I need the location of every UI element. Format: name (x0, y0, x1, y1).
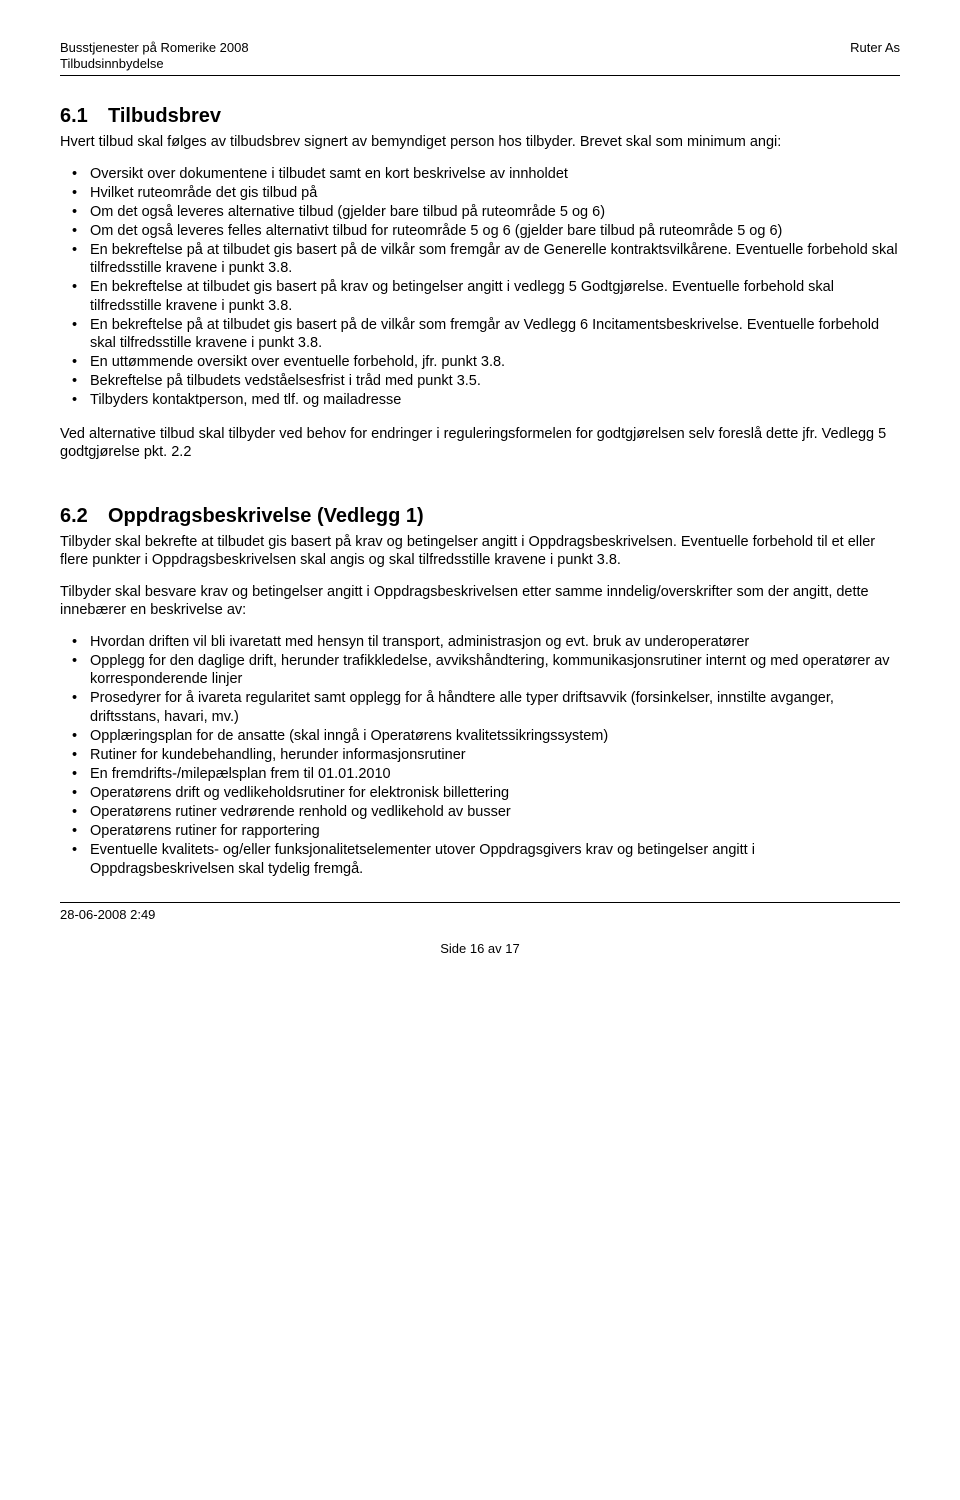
section-6-2-para1: Tilbyder skal bekrefte at tilbudet gis b… (60, 533, 900, 569)
list-item: Rutiner for kundebehandling, herunder in… (60, 746, 900, 764)
list-item: Hvilket ruteområde det gis tilbud på (60, 184, 900, 202)
section-number: 6.1 (60, 104, 108, 129)
list-item: Operatørens rutiner for rapportering (60, 822, 900, 840)
list-item: Hvordan driften vil bli ivaretatt med he… (60, 633, 900, 651)
header-left-line1: Busstjenester på Romerike 2008 (60, 40, 249, 56)
list-item: Eventuelle kvalitets- og/eller funksjona… (60, 841, 900, 877)
list-item: Prosedyrer for å ivareta regularitet sam… (60, 689, 900, 725)
header-right: Ruter As (850, 40, 900, 73)
list-item: Opplegg for den daglige drift, herunder … (60, 652, 900, 688)
list-item: Om det også leveres felles alternativt t… (60, 222, 900, 240)
header-left-line2: Tilbudsinnbydelse (60, 56, 249, 72)
list-item: En bekreftelse på at tilbudet gis basert… (60, 316, 900, 352)
page-number: Side 16 av 17 (60, 941, 900, 957)
list-item: En bekreftelse på at tilbudet gis basert… (60, 241, 900, 277)
list-item: Bekreftelse på tilbudets vedståelsesfris… (60, 372, 900, 390)
footer-divider (60, 902, 900, 903)
section-title: Oppdragsbeskrivelse (Vedlegg 1) (108, 505, 424, 527)
section-spacer (60, 476, 900, 496)
page-header: Busstjenester på Romerike 2008 Tilbudsin… (60, 40, 900, 73)
list-item: En fremdrifts-/milepælsplan frem til 01.… (60, 765, 900, 783)
section-6-1-para2: Ved alternative tilbud skal tilbyder ved… (60, 425, 900, 461)
list-item: Opplæringsplan for de ansatte (skal inng… (60, 727, 900, 745)
list-item: En bekreftelse at tilbudet gis basert på… (60, 278, 900, 314)
section-6-1-lead: Hvert tilbud skal følges av tilbudsbrev … (60, 133, 900, 151)
section-6-2-bullets: Hvordan driften vil bli ivaretatt med he… (60, 633, 900, 878)
header-left: Busstjenester på Romerike 2008 Tilbudsin… (60, 40, 249, 73)
list-item: Operatørens rutiner vedrørende renhold o… (60, 803, 900, 821)
list-item: Om det også leveres alternative tilbud (… (60, 203, 900, 221)
section-6-1-heading: 6.1Tilbudsbrev (60, 104, 900, 129)
header-divider (60, 75, 900, 76)
section-6-2-para2: Tilbyder skal besvare krav og betingelse… (60, 583, 900, 619)
list-item: Oversikt over dokumentene i tilbudet sam… (60, 165, 900, 183)
section-6-2-heading: 6.2Oppdragsbeskrivelse (Vedlegg 1) (60, 504, 900, 529)
section-number: 6.2 (60, 504, 108, 529)
section-6-1-bullets: Oversikt over dokumentene i tilbudet sam… (60, 165, 900, 410)
footer-timestamp: 28-06-2008 2:49 (60, 907, 900, 923)
section-title: Tilbudsbrev (108, 105, 221, 127)
list-item: Tilbyders kontaktperson, med tlf. og mai… (60, 391, 900, 409)
list-item: Operatørens drift og vedlikeholdsrutiner… (60, 784, 900, 802)
list-item: En uttømmende oversikt over eventuelle f… (60, 353, 900, 371)
